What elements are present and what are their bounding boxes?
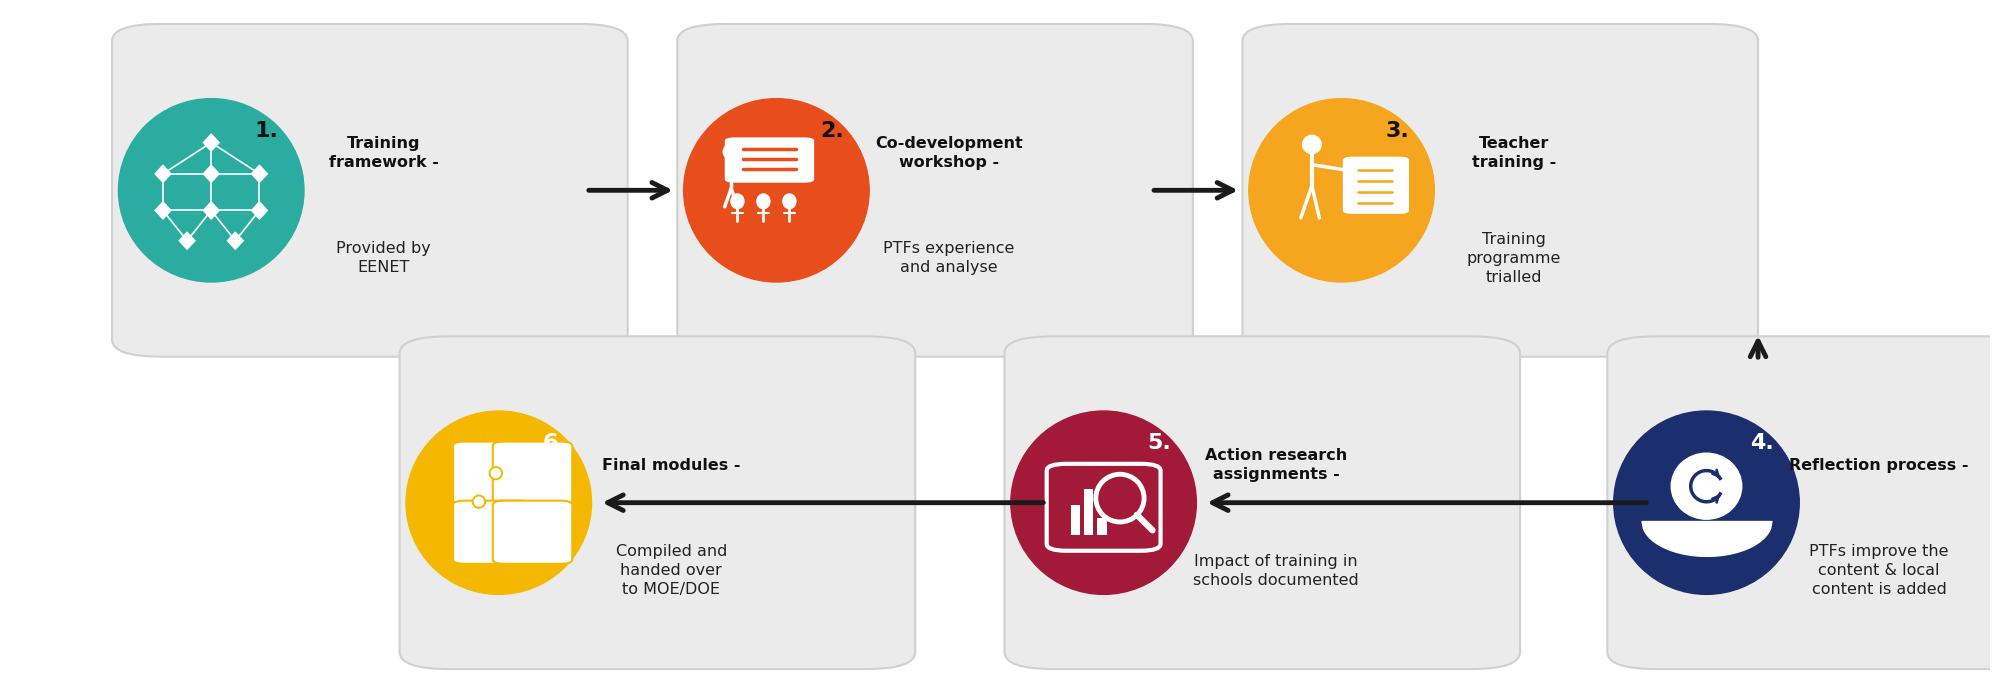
Ellipse shape [1302, 135, 1322, 154]
FancyBboxPatch shape [492, 500, 572, 564]
FancyBboxPatch shape [724, 137, 814, 183]
Text: Final modules -: Final modules - [602, 458, 740, 473]
Ellipse shape [730, 194, 744, 209]
Ellipse shape [782, 194, 796, 209]
Text: 2.: 2. [820, 121, 844, 141]
Text: 4.: 4. [1750, 433, 1774, 453]
FancyBboxPatch shape [1608, 336, 2000, 669]
Text: Action research
assignments -: Action research assignments - [1206, 448, 1348, 482]
Ellipse shape [1248, 98, 1434, 282]
Ellipse shape [490, 467, 502, 480]
FancyBboxPatch shape [492, 441, 572, 505]
FancyBboxPatch shape [678, 24, 1192, 357]
Bar [1070, 505, 1080, 535]
Polygon shape [252, 165, 268, 182]
Polygon shape [204, 165, 220, 182]
Text: Teacher
training -: Teacher training - [1472, 136, 1556, 170]
Text: Compiled and
handed over
to MOE/DOE: Compiled and handed over to MOE/DOE [616, 544, 728, 597]
Polygon shape [156, 165, 170, 182]
Ellipse shape [472, 495, 486, 508]
Text: Training
programme
trialled: Training programme trialled [1466, 231, 1562, 285]
Text: 1.: 1. [254, 121, 278, 141]
Ellipse shape [406, 411, 592, 595]
Text: Provided by
EENET: Provided by EENET [336, 241, 432, 275]
Text: PTFs improve the
content & local
content is added: PTFs improve the content & local content… [1810, 544, 1948, 597]
Polygon shape [156, 202, 170, 219]
FancyBboxPatch shape [1004, 336, 1520, 669]
Polygon shape [252, 202, 268, 219]
Ellipse shape [1010, 411, 1196, 595]
Polygon shape [204, 202, 220, 219]
Text: Reflection process -: Reflection process - [1790, 458, 1968, 473]
Text: Training
framework -: Training framework - [328, 136, 438, 170]
Text: 6.: 6. [542, 433, 566, 453]
Text: 3.: 3. [1386, 121, 1410, 141]
Ellipse shape [724, 144, 740, 159]
Text: Impact of training in
schools documented: Impact of training in schools documented [1194, 554, 1360, 588]
Ellipse shape [756, 194, 770, 209]
Ellipse shape [118, 98, 304, 282]
Text: PTFs experience
and analyse: PTFs experience and analyse [884, 241, 1014, 275]
Bar [1084, 489, 1094, 535]
Ellipse shape [474, 497, 484, 506]
FancyBboxPatch shape [454, 441, 532, 505]
Text: Co-development
workshop -: Co-development workshop - [876, 136, 1022, 170]
Ellipse shape [1614, 411, 1800, 595]
Polygon shape [228, 232, 244, 249]
FancyBboxPatch shape [454, 500, 532, 564]
FancyBboxPatch shape [112, 24, 628, 357]
Polygon shape [204, 134, 220, 151]
Ellipse shape [684, 98, 870, 282]
Ellipse shape [1672, 453, 1742, 519]
Ellipse shape [492, 468, 500, 477]
FancyBboxPatch shape [1242, 24, 1758, 357]
Polygon shape [180, 232, 194, 249]
FancyBboxPatch shape [1342, 157, 1410, 214]
Text: 5.: 5. [1148, 433, 1172, 453]
FancyBboxPatch shape [400, 336, 916, 669]
Bar [1098, 518, 1106, 535]
